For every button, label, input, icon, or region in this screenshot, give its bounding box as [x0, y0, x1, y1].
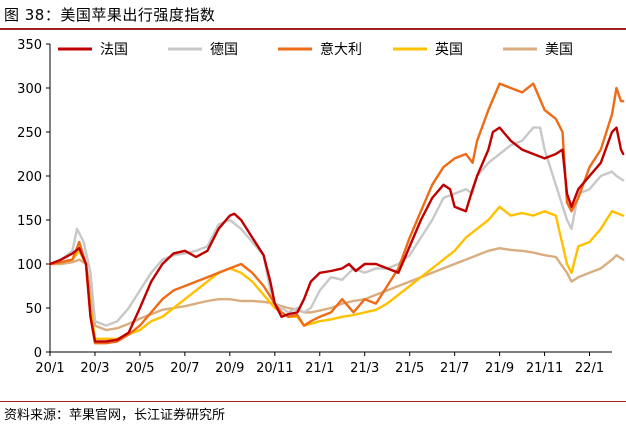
x-tick-label: 20/5 — [125, 361, 154, 376]
y-tick-label: 250 — [17, 126, 42, 141]
x-tick-label: 21/9 — [485, 361, 514, 376]
x-tick-label: 21/3 — [350, 361, 379, 376]
series-line-1 — [48, 126, 625, 343]
bottom-rule — [0, 401, 626, 402]
source-note: 资料来源：苹果官网，长江证券研究所 — [4, 408, 226, 423]
y-tick-label: 150 — [17, 214, 42, 229]
series-layer — [48, 82, 625, 345]
legend-label: 意大利 — [320, 41, 362, 58]
x-tick-label: 21/11 — [526, 361, 563, 376]
y-tick-label: 300 — [17, 82, 42, 97]
series-line-4 — [48, 205, 625, 340]
series-line-3 — [48, 82, 625, 345]
y-tick-label: 0 — [34, 346, 42, 361]
y-tick-label: 100 — [17, 258, 42, 273]
legend-label: 美国 — [545, 42, 573, 58]
y-tick-label: 350 — [17, 38, 42, 53]
series-line-2 — [48, 126, 625, 327]
x-tick-label: 21/7 — [440, 361, 469, 376]
legend-label: 法国 — [100, 42, 128, 58]
line-chart: 0 50 100 150 200 250 300 350 20/1 20/3 20/5 20/7 20/… — [17, 38, 625, 376]
x-tick-label: 21/1 — [305, 361, 334, 376]
x-tick-label: 22/1 — [575, 361, 604, 376]
legend-label: 英国 — [435, 41, 463, 58]
x-tick-label: 20/9 — [215, 361, 244, 376]
y-tick-label: 200 — [17, 170, 42, 185]
x-tick-label: 20/3 — [80, 361, 109, 376]
legend-label: 德国 — [210, 42, 238, 58]
title-rule — [0, 28, 626, 30]
chart-axes: 0 50 100 150 200 250 300 350 20/1 20/3 20/5 20/7 20/… — [17, 38, 612, 376]
figure-title: 图 38：美国苹果出行强度指数 — [4, 6, 216, 24]
y-tick-label: 50 — [25, 302, 42, 317]
x-tick-label: 21/5 — [395, 361, 424, 376]
x-tick-label: 20/1 — [35, 361, 64, 376]
x-tick-label: 20/7 — [170, 361, 199, 376]
x-tick-label: 20/11 — [256, 361, 293, 376]
chart-legend: 法国 德国 意大利 英国 美国 — [58, 41, 573, 58]
